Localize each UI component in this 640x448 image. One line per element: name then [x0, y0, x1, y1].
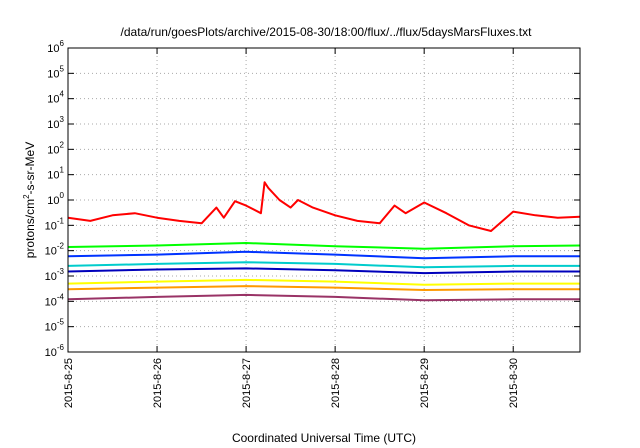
- y-tick-label: 102: [47, 140, 64, 156]
- x-tick-label: 2015-8-30: [508, 358, 520, 408]
- y-tick-label: 100: [47, 191, 64, 207]
- series-line-3: [67, 261, 580, 269]
- y-tick-exponent: -4: [57, 292, 65, 301]
- y-tick-base: 10: [45, 271, 57, 283]
- y-tick-exponent: -6: [57, 343, 65, 352]
- y-tick-base: 10: [45, 246, 57, 258]
- series-line-2: [67, 250, 580, 260]
- series-line-7: [67, 293, 580, 302]
- y-tick-exponent: 4: [60, 90, 65, 99]
- x-tick-label: 2015-8-28: [330, 358, 342, 408]
- y-tick-exponent: 2: [60, 140, 65, 149]
- y-tick-label: 106: [47, 39, 64, 55]
- y-tick-exponent: 0: [60, 191, 65, 200]
- y-axis-label: protons/cm2-s-sr-MeV: [22, 142, 37, 258]
- series-layer: [67, 181, 581, 302]
- y-tick-exponent: 1: [60, 166, 65, 175]
- y-tick-label: 10-1: [45, 216, 65, 232]
- y-tick-label: 103: [47, 115, 64, 131]
- series-line-0: [67, 181, 581, 232]
- y-tick-base: 10: [47, 68, 59, 80]
- y-tick-base: 10: [45, 220, 57, 232]
- y-tick-exponent: 6: [60, 39, 65, 48]
- x-tick-label: 2015-8-25: [63, 358, 75, 408]
- y-tick-label: 10-3: [45, 267, 65, 283]
- y-tick-base: 10: [45, 322, 57, 334]
- y-tick-exponent: -1: [57, 216, 65, 225]
- y-axis-label-post: -s-sr-MeV: [23, 142, 37, 195]
- y-tick-label: 105: [47, 64, 64, 80]
- y-tick-base: 10: [47, 144, 59, 156]
- y-tick-base: 10: [47, 170, 59, 182]
- y-tick-label: 10-5: [45, 318, 65, 334]
- y-tick-exponent: 3: [60, 115, 65, 124]
- y-tick-label: 10-6: [45, 343, 65, 359]
- y-tick-labels: 10-610-510-410-310-210-11001011021031041…: [45, 39, 580, 359]
- y-tick-exponent: 5: [60, 64, 65, 73]
- y-tick-exponent: -2: [57, 242, 65, 251]
- y-tick-label: 10-2: [45, 242, 65, 258]
- y-tick-base: 10: [45, 296, 57, 308]
- y-tick-base: 10: [47, 195, 59, 207]
- y-tick-exponent: -5: [57, 318, 65, 327]
- x-axis-label: Coordinated Universal Time (UTC): [232, 431, 416, 445]
- y-tick-base: 10: [45, 347, 57, 359]
- x-tick-label: 2015-8-27: [241, 358, 253, 408]
- grid-lines: [68, 48, 580, 352]
- y-tick-base: 10: [47, 119, 59, 131]
- y-axis-label-sup: 2: [22, 194, 31, 199]
- chart-title: /data/run/goesPlots/archive/2015-08-30/1…: [121, 25, 533, 39]
- y-tick-base: 10: [47, 94, 59, 106]
- y-tick-exponent: -3: [57, 267, 65, 276]
- y-tick-base: 10: [47, 43, 59, 55]
- x-tick-labels: 2015-8-25 2015-8-26 2015-8-27 2015-8-28 2015…: [63, 48, 520, 408]
- series-line-4: [67, 267, 580, 275]
- x-tick-label: 2015-8-29: [419, 358, 431, 408]
- x-tick-label: 2015-8-26: [152, 358, 164, 408]
- y-tick-label: 101: [47, 166, 64, 182]
- series-line-6: [67, 285, 580, 291]
- y-axis-label-pre: protons/cm: [23, 199, 37, 258]
- series-line-5: [67, 278, 580, 286]
- y-tick-label: 10-4: [45, 292, 65, 308]
- series-line-1: [67, 242, 581, 250]
- y-tick-label: 104: [47, 90, 64, 106]
